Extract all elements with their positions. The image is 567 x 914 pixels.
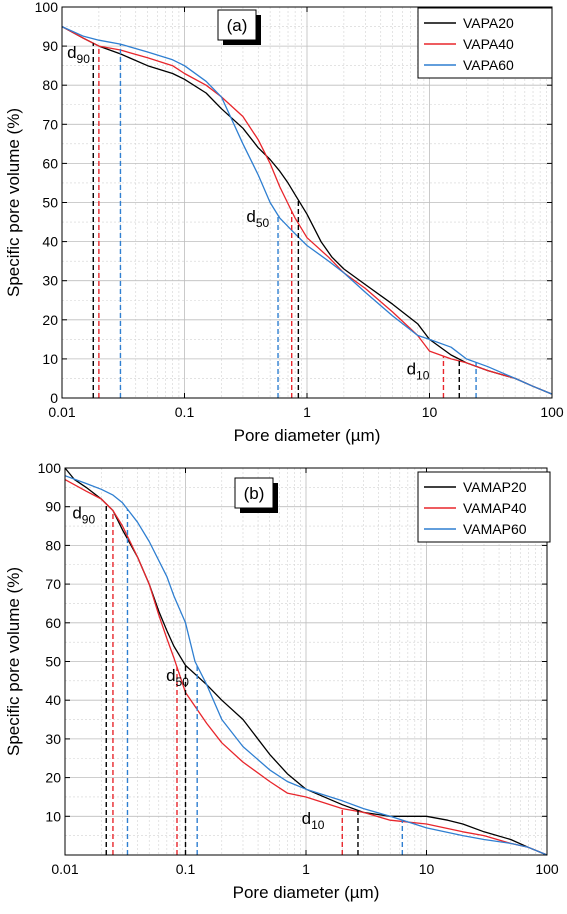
panel-label-box — [217, 9, 257, 41]
x-tick-label: 100 — [535, 861, 559, 877]
annotation-d10: d10 — [302, 809, 325, 832]
annotation-base: d — [407, 360, 416, 379]
y-axis-label: Specific pore volume (%) — [4, 108, 23, 297]
y-tick-label: 50 — [42, 195, 58, 211]
series-line-vamap40 — [64, 479, 548, 856]
y-axis-label: Specific pore volume (%) — [4, 567, 23, 756]
legend-label-vamap40: VAMAP40 — [463, 500, 527, 516]
annotation-d90: d90 — [72, 503, 95, 526]
y-tick-label: 30 — [45, 731, 61, 747]
y-tick-label: 50 — [45, 654, 61, 670]
annotation-subscript: 50 — [256, 216, 270, 230]
annotation-d10: d10 — [407, 360, 430, 383]
y-tick-label: 40 — [42, 234, 58, 250]
legend-label-vapa20: VAPA20 — [463, 15, 514, 31]
y-tick-label: 0 — [50, 390, 58, 406]
legend-box — [417, 471, 551, 543]
legend: VAPA20 VAPA40 VAPA60 — [417, 7, 553, 79]
y-tick-label: 70 — [42, 116, 58, 132]
y-tick-label: 10 — [42, 351, 58, 367]
y-tick-label: 70 — [45, 576, 61, 592]
annotation-subscript: 10 — [311, 818, 325, 832]
annotation-d50: d50 — [166, 666, 189, 689]
panel-label: (a) — [227, 16, 248, 35]
y-tick-label: 80 — [45, 537, 61, 553]
panel-label: (b) — [244, 484, 265, 503]
chart-panel-a: 0.01 0.1 1 10 100 0 10 20 30 40 50 60 70 80 90 100 Pore … — [4, 0, 564, 445]
y-tick-label: 90 — [45, 499, 61, 515]
y-tick-label: 40 — [45, 692, 61, 708]
y-tick-label: 90 — [42, 38, 58, 54]
legend-label-vamap60: VAMAP60 — [463, 521, 527, 537]
x-tick-label: 1 — [303, 404, 311, 420]
series-line-vapa20 — [61, 26, 553, 395]
y-tick-label: 30 — [42, 273, 58, 289]
y-tick-label: 60 — [45, 615, 61, 631]
annotation-base: d — [72, 503, 81, 522]
annotation-base: d — [246, 207, 255, 226]
legend-label-vapa40: VAPA40 — [463, 36, 514, 52]
x-axis-label: Pore diameter (µm) — [233, 883, 380, 902]
panel-label-box — [234, 477, 274, 509]
x-tick-label: 10 — [422, 404, 438, 420]
x-tick-label: 0.1 — [176, 861, 196, 877]
series-line-vapa40 — [61, 26, 553, 395]
annotation-base: d — [67, 43, 76, 62]
annotation-base: d — [166, 666, 175, 685]
legend-label-vapa60: VAPA60 — [463, 57, 514, 73]
series-line-vamap60 — [64, 475, 548, 856]
series-line-vamap20 — [64, 467, 548, 856]
annotation-d90: d90 — [67, 43, 90, 66]
y-tick-label: 100 — [38, 460, 62, 476]
x-tick-label: 10 — [419, 861, 435, 877]
legend-box — [417, 7, 553, 79]
x-tick-label: 0.01 — [48, 404, 75, 420]
x-tick-label: 0.01 — [51, 861, 78, 877]
annotation-base: d — [302, 809, 311, 828]
chart-panel-b: 0.01 0.1 1 10 100 10 20 30 40 50 60 70 80 90 100 Pore d… — [4, 460, 559, 902]
y-tick-label: 20 — [42, 312, 58, 328]
annotation-subscript: 90 — [77, 52, 91, 66]
y-tick-label: 20 — [45, 770, 61, 786]
x-tick-label: 0.1 — [175, 404, 195, 420]
series-line-vapa60 — [61, 26, 553, 395]
y-tick-label: 60 — [42, 155, 58, 171]
annotation-d50: d50 — [246, 207, 269, 230]
y-tick-label: 80 — [42, 77, 58, 93]
x-axis-label: Pore diameter (µm) — [234, 426, 381, 445]
legend: VAMAP20 VAMAP40 VAMAP60 — [417, 471, 551, 543]
y-tick-label: 100 — [35, 0, 59, 15]
annotation-subscript: 90 — [82, 512, 96, 526]
x-tick-label: 1 — [302, 861, 310, 877]
x-tick-label: 100 — [540, 404, 564, 420]
annotation-subscript: 10 — [416, 369, 430, 383]
annotation-subscript: 50 — [176, 675, 190, 689]
legend-label-vamap20: VAMAP20 — [463, 479, 527, 495]
y-tick-label: 10 — [45, 808, 61, 824]
